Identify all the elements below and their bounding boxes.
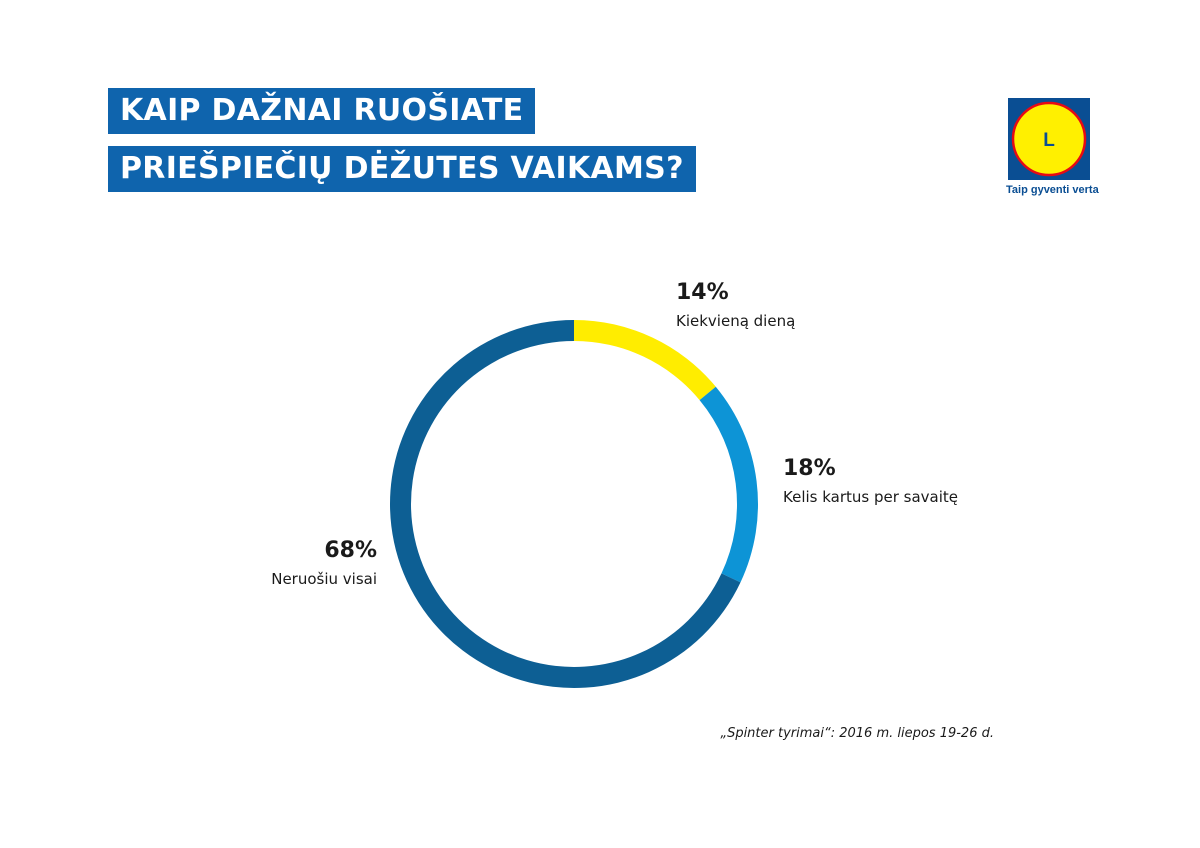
slice-label-0: 14% Kiekvieną dieną — [676, 280, 795, 332]
brand-slogan: Taip gyventi verta — [1006, 184, 1099, 196]
donut-slice-1 — [699, 386, 758, 583]
source-note: „Spinter tyrimai“: 2016 m. liepos 19-26 … — [720, 726, 994, 741]
svg-text:L: L — [1043, 130, 1055, 151]
slice-label-2: 68% Neruošiu visai — [271, 538, 377, 590]
title-line-1: KAIP DAŽNAI RUOŠIATE — [108, 88, 536, 134]
slice-value-1: 18% — [783, 456, 836, 481]
slice-category-2: Neruošiu visai — [271, 570, 377, 588]
donut-slice-0 — [574, 320, 716, 401]
slice-value-2: 68% — [324, 538, 377, 563]
slice-value-0: 14% — [676, 280, 729, 305]
slice-category-1: Kelis kartus per savaitę — [783, 488, 959, 506]
slice-category-0: Kiekvieną dieną — [676, 312, 796, 330]
title-line-2: PRIEŠPIEČIŲ DĖŽUTES VAIKAMS? — [108, 146, 696, 192]
lidl-logo-icon: L — [1008, 98, 1090, 180]
slice-label-1: 18% Kelis kartus per savaitę — [783, 456, 958, 508]
